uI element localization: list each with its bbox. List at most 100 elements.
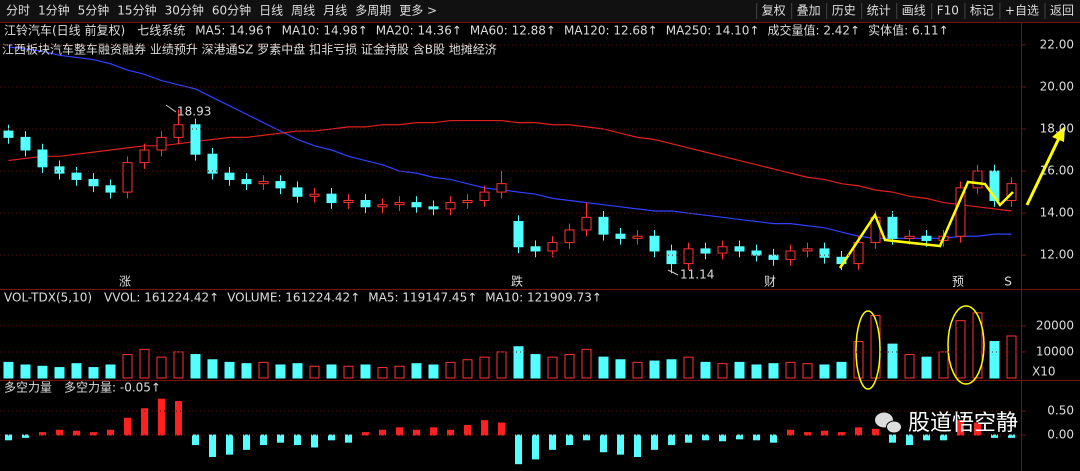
annotation: 11.14 (680, 268, 714, 282)
legend-entry: 成交量值: 2.42↑ (767, 23, 860, 38)
power-bar (175, 401, 182, 436)
candle-body (989, 170, 1000, 201)
tab[interactable]: 月线 (323, 4, 347, 18)
ma-line (8, 119, 1012, 212)
power-bar (73, 430, 80, 436)
candle-body (887, 216, 898, 239)
tab[interactable]: 60分钟 (212, 3, 251, 18)
legend-entry: MA20: 14.36↑ (376, 24, 462, 38)
power-bar (413, 429, 420, 436)
tab[interactable]: 15分钟 (117, 3, 156, 18)
volume-bar (666, 359, 677, 379)
tab[interactable]: 周线 (291, 4, 315, 18)
signal-marker: 预 (952, 275, 964, 289)
tab[interactable]: 30分钟 (165, 3, 204, 18)
volume-bar (343, 365, 354, 379)
power-bar (1008, 434, 1015, 438)
volume-bar (700, 361, 711, 379)
volume-bar (615, 359, 626, 379)
annotation: 18.93 (177, 105, 211, 119)
power-bar (889, 434, 896, 443)
candle-body (54, 166, 65, 174)
volume-bar (224, 361, 235, 379)
candle-body (292, 187, 303, 197)
ma-line (8, 46, 1012, 239)
power-bar (277, 434, 284, 443)
volume-bar (938, 351, 949, 379)
candle-body (819, 248, 830, 258)
volume-bar (207, 359, 218, 379)
annotation-leader (165, 104, 177, 113)
toolbar-button[interactable]: 返回 (1050, 4, 1074, 18)
candle-body (462, 199, 473, 204)
tab[interactable]: 5分钟 (78, 3, 110, 18)
y-tick-label: 18.00 (1040, 121, 1074, 135)
power-bar (124, 417, 131, 436)
candle-body (598, 216, 609, 235)
candle-body (581, 216, 592, 231)
volume-bar (462, 359, 473, 379)
toolbar-button[interactable]: +自选 (1005, 4, 1039, 18)
power-bar (719, 434, 726, 442)
volume-bar (394, 365, 405, 379)
volume-bar (479, 356, 490, 379)
candle-body (564, 229, 575, 244)
power-bar (991, 434, 998, 438)
legend-entry: MA5: 119147.45↑ (368, 291, 477, 305)
power-bar (532, 434, 539, 460)
power-bar (430, 427, 437, 436)
volume-bar (190, 354, 201, 379)
volume-bar (955, 320, 966, 379)
power-bar (141, 408, 148, 436)
toolbar-button[interactable]: 叠加 (797, 4, 821, 18)
candle-body (3, 130, 14, 138)
plot-layer (3, 46, 1017, 465)
volume-bar (836, 361, 847, 379)
power-bar (464, 424, 471, 436)
power-bar (651, 434, 658, 450)
tab[interactable]: 更多 > (399, 4, 437, 18)
candle-body (190, 124, 201, 155)
tab[interactable]: 1分钟 (38, 3, 70, 18)
power-bar (5, 434, 12, 441)
legend-entry: VVOL: 161224.42↑ (104, 291, 219, 305)
power-bar (974, 422, 981, 436)
tab[interactable]: 分时 (6, 4, 30, 18)
toolbar-button[interactable]: 标记 (970, 4, 994, 18)
power-bar (379, 429, 386, 436)
candle-body (666, 250, 677, 265)
candle-body (377, 204, 388, 208)
toolbar-button[interactable]: 统计 (867, 4, 891, 18)
power-bar (940, 434, 947, 441)
candle-body (496, 183, 507, 193)
toolbar-button[interactable]: F10 (937, 4, 959, 18)
y-tick-label: 14.00 (1040, 206, 1074, 220)
y-tick-label: 0.50 (1047, 404, 1074, 418)
candle-body (785, 250, 796, 260)
toolbar-button[interactable]: 历史 (832, 4, 856, 18)
volume-bar (122, 354, 133, 379)
legend-entry: 多空力量: -0.05↑ (64, 381, 161, 395)
candle-body (904, 235, 915, 239)
volume-bar (88, 367, 99, 379)
volume-bar (921, 356, 932, 379)
tab[interactable]: 日线 (259, 4, 283, 18)
candle-body (921, 235, 932, 241)
volume-bar (564, 354, 575, 379)
power-bar (345, 434, 352, 443)
tab[interactable]: 多周期 (355, 4, 391, 18)
power-bar (396, 427, 403, 436)
candle-body (343, 199, 354, 204)
candle-body (411, 202, 422, 208)
power-bar (498, 422, 505, 436)
power-bar (22, 434, 29, 438)
toolbar-button[interactable]: 复权 (762, 4, 786, 18)
volume-bar (139, 348, 150, 379)
toolbar-button[interactable]: 画线 (902, 4, 926, 18)
volume-bar (972, 312, 983, 379)
volume-bar (649, 360, 660, 379)
power-bar (702, 434, 709, 441)
power-bar (634, 434, 641, 458)
power-bar (56, 429, 63, 436)
power-bar (753, 434, 760, 441)
